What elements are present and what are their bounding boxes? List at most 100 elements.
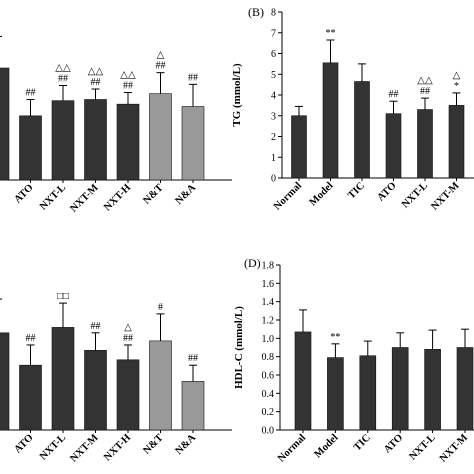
bar (19, 364, 42, 431)
bar (424, 349, 441, 431)
panel-label: (D) (244, 256, 261, 270)
x-category-label: N&A (173, 432, 198, 457)
x-category-label: NXT-L (38, 182, 68, 212)
significance-mark: ## (389, 89, 399, 100)
x-category-label: C (0, 432, 3, 445)
bar (291, 115, 307, 179)
x-category-label: ATO (382, 432, 405, 455)
bar (456, 347, 474, 431)
y-tick-label: 1.4 (262, 297, 275, 308)
significance-mark: △△ (417, 75, 433, 86)
significance-mark: ## (156, 61, 166, 72)
x-category-label: NXT-L (38, 432, 68, 462)
x-category-label: NXT-H (102, 432, 133, 463)
y-tick-label: 2 (271, 132, 276, 143)
y-tick-label: 0.6 (262, 371, 275, 382)
y-tick-label: 3 (271, 111, 276, 122)
y-tick-label: 0.0 (262, 426, 275, 437)
bar (149, 340, 172, 431)
bar (181, 381, 205, 431)
bar (0, 332, 10, 431)
significance-mark: # (158, 302, 163, 313)
chart-panel-2: (B) 0 1 2 3 4 5 6 7 8 TG (mmol/L) Normal Model ** TIC A… (231, 5, 474, 213)
y-tick-label: 7 (271, 28, 276, 39)
x-category-label: Model (308, 180, 336, 208)
y-tick-label: 1.2 (262, 316, 275, 327)
y-tick-label: 0 (271, 174, 276, 185)
bar (19, 115, 42, 181)
significance-mark: ## (123, 81, 133, 92)
bar (84, 99, 107, 181)
significance-mark: ## (91, 77, 101, 88)
y-tick-label: 1.6 (262, 279, 275, 290)
x-category-label: ATO (375, 180, 398, 203)
y-tick-label: 8 (271, 8, 276, 19)
x-category-label: N&T (141, 432, 165, 456)
bar (294, 331, 312, 431)
x-category-label: ATO (12, 182, 35, 205)
significance-mark: △△ (120, 70, 136, 81)
significance-mark: ## (26, 333, 36, 344)
bar (354, 81, 370, 179)
significance-mark: ** (330, 332, 340, 343)
x-category-label: NXT-M (68, 432, 100, 464)
x-category-label: Normal (272, 180, 304, 212)
y-axis-label: HDL-C (mmol/L) (233, 306, 245, 389)
significance-mark: ** (326, 28, 336, 39)
bar (51, 100, 75, 181)
significance-mark: ## (188, 353, 198, 364)
bar (322, 62, 339, 179)
bar (181, 106, 205, 181)
significance-mark: ## (123, 333, 133, 344)
x-category-label: Model (313, 432, 341, 460)
y-tick-label: 6 (271, 49, 276, 60)
significance-mark: ## (420, 86, 430, 97)
significance-mark: △ (453, 70, 461, 81)
bar (385, 113, 402, 179)
x-category-label: NXT-M (68, 182, 100, 214)
x-category-label: NXT-M (438, 432, 470, 464)
panel-label: (B) (248, 5, 264, 19)
chart-panel-4: (D) 0.0 0.2 0.4 0.6 0.8 1.0 1.2 1.4 1.6 1.8 HDL-C (… (233, 256, 474, 465)
bar (0, 67, 10, 181)
x-category-label: Normal (276, 432, 308, 464)
significance-mark: ## (58, 74, 68, 85)
significance-mark: * (454, 81, 459, 92)
y-tick-label: 0.4 (262, 389, 275, 400)
y-tick-label: 1 (271, 153, 276, 164)
y-tick-label: 4 (271, 91, 276, 102)
x-category-label: ATO (12, 432, 35, 455)
x-category-label: NXT-H (102, 182, 133, 213)
x-category-label: TIC (352, 432, 373, 453)
significance-mark: △ (157, 50, 165, 61)
bar (391, 347, 409, 431)
y-axis-label: TG (mmol/L) (231, 63, 243, 127)
bar (116, 103, 140, 181)
significance-mark: △ (124, 322, 132, 333)
x-category-label: NXT-M (429, 180, 461, 212)
x-category-label: NXT-L (400, 180, 430, 210)
bar (84, 350, 107, 431)
bar (417, 109, 433, 179)
chart-panel-1: ATO##NXT-L##△△NXT-M##△△NXT-H##△△N&T##△N&… (0, 36, 232, 215)
significance-mark: □□ (57, 291, 69, 302)
bar (327, 357, 344, 431)
bar (51, 327, 75, 431)
y-tick-label: 0.2 (262, 407, 275, 418)
y-tick-label: 5 (271, 70, 276, 81)
bar (149, 93, 172, 181)
bar (359, 355, 377, 431)
significance-mark: ## (26, 88, 36, 99)
bar (448, 105, 465, 179)
significance-mark: △△ (55, 63, 71, 74)
x-category-label: TIC (346, 180, 367, 201)
significance-mark: ## (91, 321, 101, 332)
x-category-label: N&A (173, 182, 198, 207)
x-category-label: N&T (141, 182, 165, 206)
bar (116, 359, 140, 431)
y-tick-label: 1.8 (262, 261, 275, 272)
significance-mark: △△ (88, 66, 104, 77)
x-category-label: NXT-L (408, 432, 438, 462)
chart-panel-3: C ATO##NXT-L□□NXT-M##NXT-H##△N&T#N&A## (0, 291, 232, 465)
